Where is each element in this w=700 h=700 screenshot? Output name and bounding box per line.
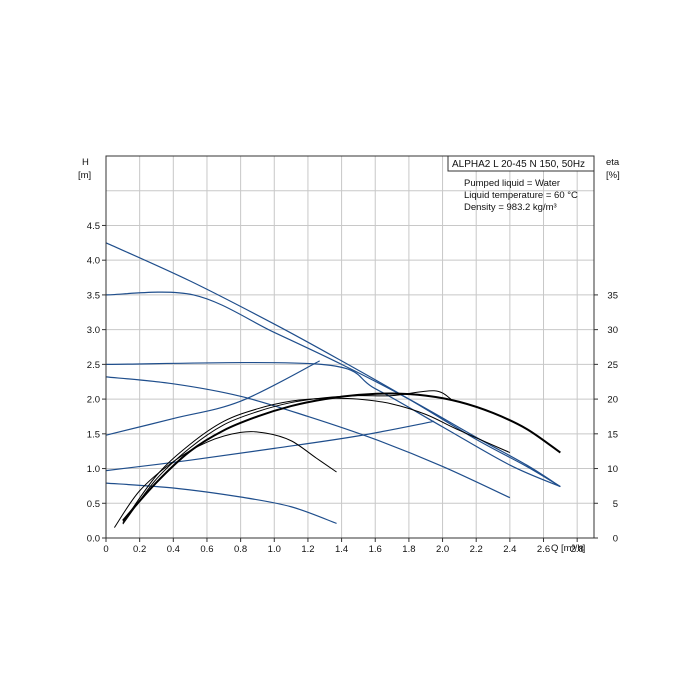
info-pumped-liquid: Pumped liquid = Water [464,178,560,189]
x-tick-label: 1.6 [369,544,382,555]
left-tick-label: 2.0 [87,395,100,406]
title-box [447,155,595,172]
x-tick-label: 2.6 [537,544,550,555]
head-curve-6 [105,376,511,499]
chart-title: ALPHA2 L 20-45 N 150, 50Hz [452,159,585,170]
head-curves [105,242,561,524]
left-tick-label: 1.0 [87,464,100,475]
left-tick-label: 0.5 [87,499,100,510]
x-tick-label: 2.4 [503,544,516,555]
x-axis-ticks: 0 0.2 0.4 0.6 0.8 1.0 1.2 1.4 1.6 1.8 2.0 2.2 2.4 2.6… [103,538,584,555]
right-tick-label: 20 [607,395,618,406]
right-tick-label: 15 [607,429,618,440]
x-tick-label: 2.2 [470,544,483,555]
right-tick-label: 35 [607,290,618,301]
left-tick-label: 4.0 [87,256,100,267]
right-tick-label: 0 [613,534,618,545]
left-axis-label-line2: [m] [78,170,91,181]
x-tick-label: 2.0 [436,544,449,555]
head-curve-3 [105,361,561,488]
info-density: Density = 983.2 kg/m³ [464,202,557,213]
x-tick-label: 0.4 [167,544,180,555]
plot-frame [105,155,595,539]
right-tick-label: 10 [607,464,618,475]
x-axis-label: Q [m³/h] [551,543,585,554]
head-curve-5 [105,420,435,472]
right-axis-label-line1: eta [606,157,620,168]
x-tick-label: 0.8 [234,544,247,555]
x-tick-label: 0 [103,544,108,555]
efficiency-curve-4 [113,431,337,528]
x-tick-label: 0.6 [200,544,213,555]
efficiency-curve-2 [122,390,452,525]
left-tick-label: 2.5 [87,360,100,371]
head-curve-2 [105,291,561,488]
left-tick-label: 0.0 [87,534,100,545]
left-tick-label: 4.5 [87,221,100,232]
efficiency-curve-3 [122,397,511,524]
right-axis-ticks: 0 5 10 15 20 25 30 35 [594,290,618,545]
grid-lines [105,156,594,539]
x-tick-label: 0.2 [133,544,146,555]
right-tick-label: 30 [607,325,618,336]
left-axis-ticks: 0.0 0.5 1.0 1.5 2.0 2.5 3.0 3.5 4.0 4.5 [87,221,106,545]
left-tick-label: 3.0 [87,325,100,336]
left-axis-label-line1: H [82,157,89,168]
right-tick-label: 25 [607,360,618,371]
x-tick-label: 1.4 [335,544,348,555]
head-curve-1 [105,242,561,488]
efficiency-curves [113,390,561,528]
x-tick-label: 2.8 [571,544,584,555]
left-tick-label: 1.5 [87,429,100,440]
x-tick-label: 1.8 [402,544,415,555]
x-tick-label: 1.0 [268,544,281,555]
right-axis-label-line2: [%] [606,170,620,181]
left-tick-label: 3.5 [87,290,100,301]
head-curve-4 [105,360,320,436]
right-tick-label: 5 [613,499,618,510]
x-tick-label: 1.2 [301,544,314,555]
info-liquid-temperature: Liquid temperature = 60 °C [464,190,578,201]
